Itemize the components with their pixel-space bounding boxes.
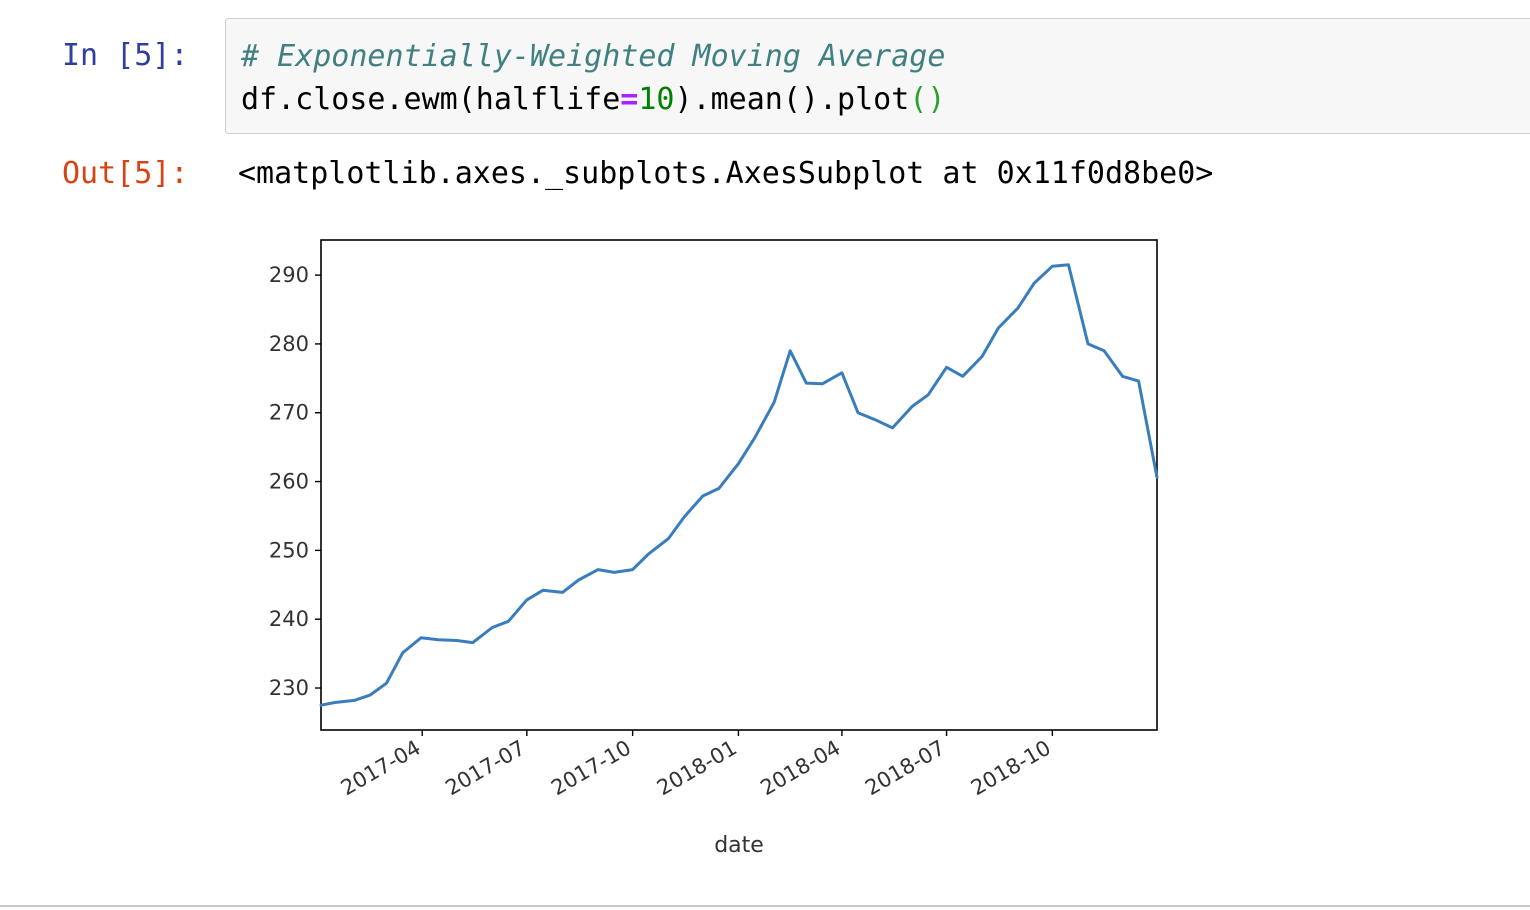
y-tick-label: 230 bbox=[269, 676, 309, 700]
code-number: 10 bbox=[638, 82, 675, 117]
y-tick-label: 280 bbox=[269, 332, 309, 356]
y-tick-label: 240 bbox=[269, 607, 309, 631]
cell-divider bbox=[0, 905, 1530, 907]
x-tick-label: 2018-04 bbox=[756, 736, 844, 801]
ewm-line-chart: 230 240 250 260 270 280 290 2017-04 2017-07 2017-… bbox=[269, 239, 1159, 858]
plot-frame bbox=[320, 239, 1158, 731]
x-tick-label: 2017-10 bbox=[547, 736, 635, 801]
output-prompt: Out[5]: bbox=[62, 156, 189, 191]
code-line-1: # Exponentially-Weighted Moving Average bbox=[241, 35, 945, 79]
y-tick-label: 260 bbox=[269, 470, 309, 494]
code-comment: # Exponentially-Weighted Moving Average bbox=[241, 39, 946, 74]
x-tick-label: 2018-10 bbox=[967, 736, 1055, 801]
code-call: df.close.ewm(halflife bbox=[241, 82, 621, 117]
y-tick-label: 270 bbox=[269, 401, 309, 425]
x-tick-label: 2018-01 bbox=[653, 736, 741, 801]
code-method-chain: ).mean().plot bbox=[674, 82, 910, 117]
series-line bbox=[319, 263, 1159, 707]
x-tick-label: 2017-04 bbox=[337, 736, 425, 801]
x-axis-label: date bbox=[714, 833, 764, 858]
code-operator: = bbox=[620, 82, 639, 117]
output-repr-text: <matplotlib.axes._subplots.AxesSubplot a… bbox=[238, 156, 1214, 191]
code-line-2: df.close.ewm(halflife=10).mean().plot() bbox=[241, 78, 945, 122]
x-tick-label: 2017-07 bbox=[441, 736, 529, 801]
input-prompt: In [5]: bbox=[62, 38, 189, 73]
x-tick-label: 2018-07 bbox=[861, 736, 949, 801]
y-tick-label: 250 bbox=[269, 538, 309, 562]
y-tick-label: 290 bbox=[269, 263, 309, 287]
code-cell-input[interactable]: # Exponentially-Weighted Moving Average … bbox=[225, 18, 1530, 134]
code-matched-parens: () bbox=[909, 82, 946, 117]
